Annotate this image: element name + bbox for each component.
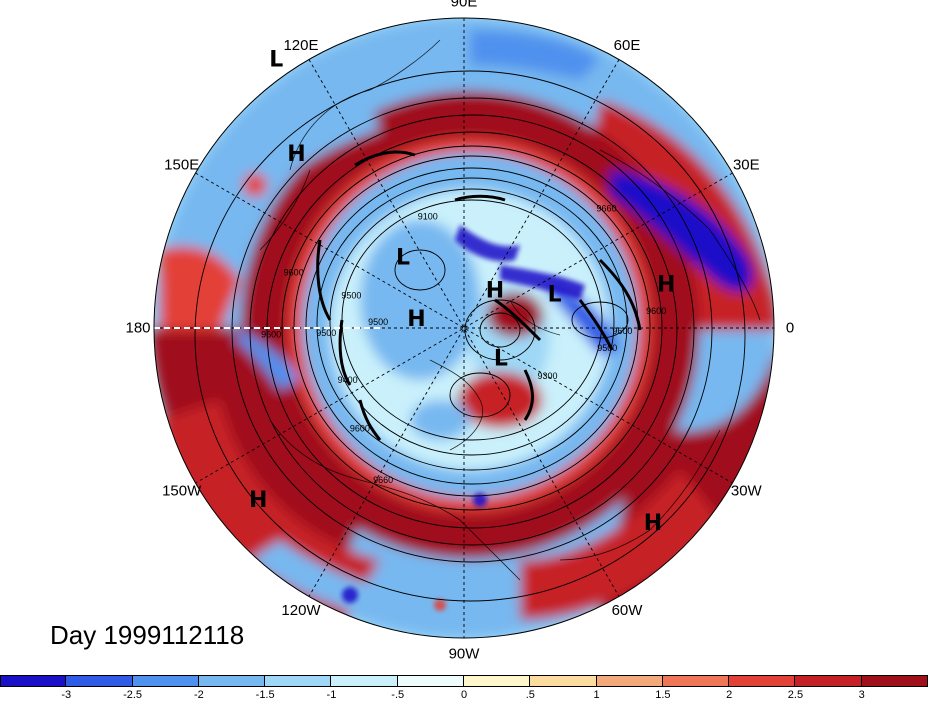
colorbar-tick-label: -1: [326, 689, 337, 701]
colorbar-swatch: [265, 675, 332, 687]
longitude-labels: 90E 60E 30E 0 30W 60W 90W 120W 150W 180 150E 120E: [125, 0, 794, 663]
longitude-label: 30E: [733, 157, 760, 174]
high-pressure-label: H: [249, 488, 267, 513]
colorbar-tick-label: 2: [726, 689, 733, 701]
pressure-system-labels: H L H H H L H H L L: [249, 48, 675, 537]
colorbar-tick-label: -2.5: [123, 689, 143, 701]
graticule: [154, 18, 774, 638]
colorbar-swatch: [795, 675, 862, 687]
longitude-label: 60W: [612, 602, 644, 619]
contour-value-label: 9300: [537, 371, 557, 381]
colorbar-tick-label: -1.5: [255, 689, 275, 701]
longitude-label: 90W: [449, 646, 481, 663]
colorbar-tick-label: .5: [525, 689, 535, 701]
colorbar-tick-label: 1.5: [655, 689, 671, 701]
contour-value-label: 9660: [373, 475, 393, 485]
low-pressure-label: L: [396, 245, 410, 270]
colorbar-swatch: [132, 675, 199, 687]
longitude-label: 150E: [164, 157, 199, 174]
colorbar-swatch: [331, 675, 398, 687]
contour-value-label: 9500: [368, 317, 388, 327]
high-pressure-label: H: [657, 273, 675, 298]
colorbar-swatch: [596, 675, 663, 687]
contour-value-label: 9600: [646, 306, 666, 316]
map-border: [153, 17, 775, 639]
longitude-label: 150W: [162, 483, 202, 500]
colorbar-swatch: [464, 675, 531, 687]
date-title: Day 1999112118: [50, 620, 245, 650]
height-contours: [194, 70, 746, 602]
contour-value-label: 9600: [261, 330, 281, 340]
colorbar-frame: [0, 675, 928, 687]
contour-value-label: 9100: [418, 212, 438, 222]
high-pressure-label: H: [486, 279, 504, 304]
longitude-label: 180: [125, 320, 150, 337]
colorbar-tick-label: -3: [61, 689, 72, 701]
longitude-label: 0: [786, 320, 794, 337]
colorbar-tick-label: 3: [858, 689, 865, 701]
colorbar-tick-label: 1: [593, 689, 600, 701]
colorbar-swatch: [66, 675, 133, 687]
longitude-label: 120E: [283, 37, 318, 54]
contour-value-label: 9600: [612, 326, 632, 336]
contour-value-label: 9660: [596, 203, 616, 213]
colorbar-swatch: [662, 675, 730, 687]
colorbar: -3 -2.5 -2 -1.5 -1 -.5 0 .5 1 1.5 2 2.5 3: [0, 675, 928, 702]
jet-contours: [316, 150, 642, 441]
colorbar-swatch: [729, 675, 796, 687]
polar-stereographic-map: 9660 9100 9600 9500 9600 9500 9500 9400 9600 9660…: [125, 0, 794, 663]
colorbar-swatch: [530, 675, 597, 687]
longitude-label: 90E: [451, 0, 478, 11]
colorbar-tick-label: 0: [460, 689, 468, 701]
longitude-label: 60E: [614, 37, 641, 54]
colorbar-swatch: [0, 675, 67, 687]
colorbar-tick-label: 2.5: [787, 689, 804, 701]
contour-value-label: 9500: [341, 291, 361, 301]
colorbar-swatch: [198, 675, 266, 687]
low-pressure-label: L: [494, 347, 508, 372]
longitude-label: 30W: [731, 483, 763, 500]
coastlines: [259, 39, 761, 581]
low-pressure-label: L: [269, 48, 283, 73]
contour-value-label: 9400: [338, 375, 358, 385]
colorbar-tick-label: -.5: [391, 689, 405, 701]
colorbar-swatch: [397, 675, 464, 687]
contour-value-label: 9600: [284, 268, 304, 278]
high-pressure-label: H: [644, 511, 662, 536]
colorbar-tick-label: -2: [193, 689, 204, 701]
contour-value-label: 9600: [350, 424, 370, 434]
high-pressure-label: H: [287, 142, 305, 167]
low-pressure-label: L: [548, 283, 562, 308]
high-pressure-label: H: [407, 307, 425, 332]
longitude-label: 120W: [281, 602, 321, 619]
contour-labels: 9660 9100 9600 9500 9600 9500 9500 9400 9600 9660…: [261, 203, 666, 485]
contour-value-label: 9500: [597, 343, 617, 353]
contour-value-label: 9500: [316, 328, 336, 338]
